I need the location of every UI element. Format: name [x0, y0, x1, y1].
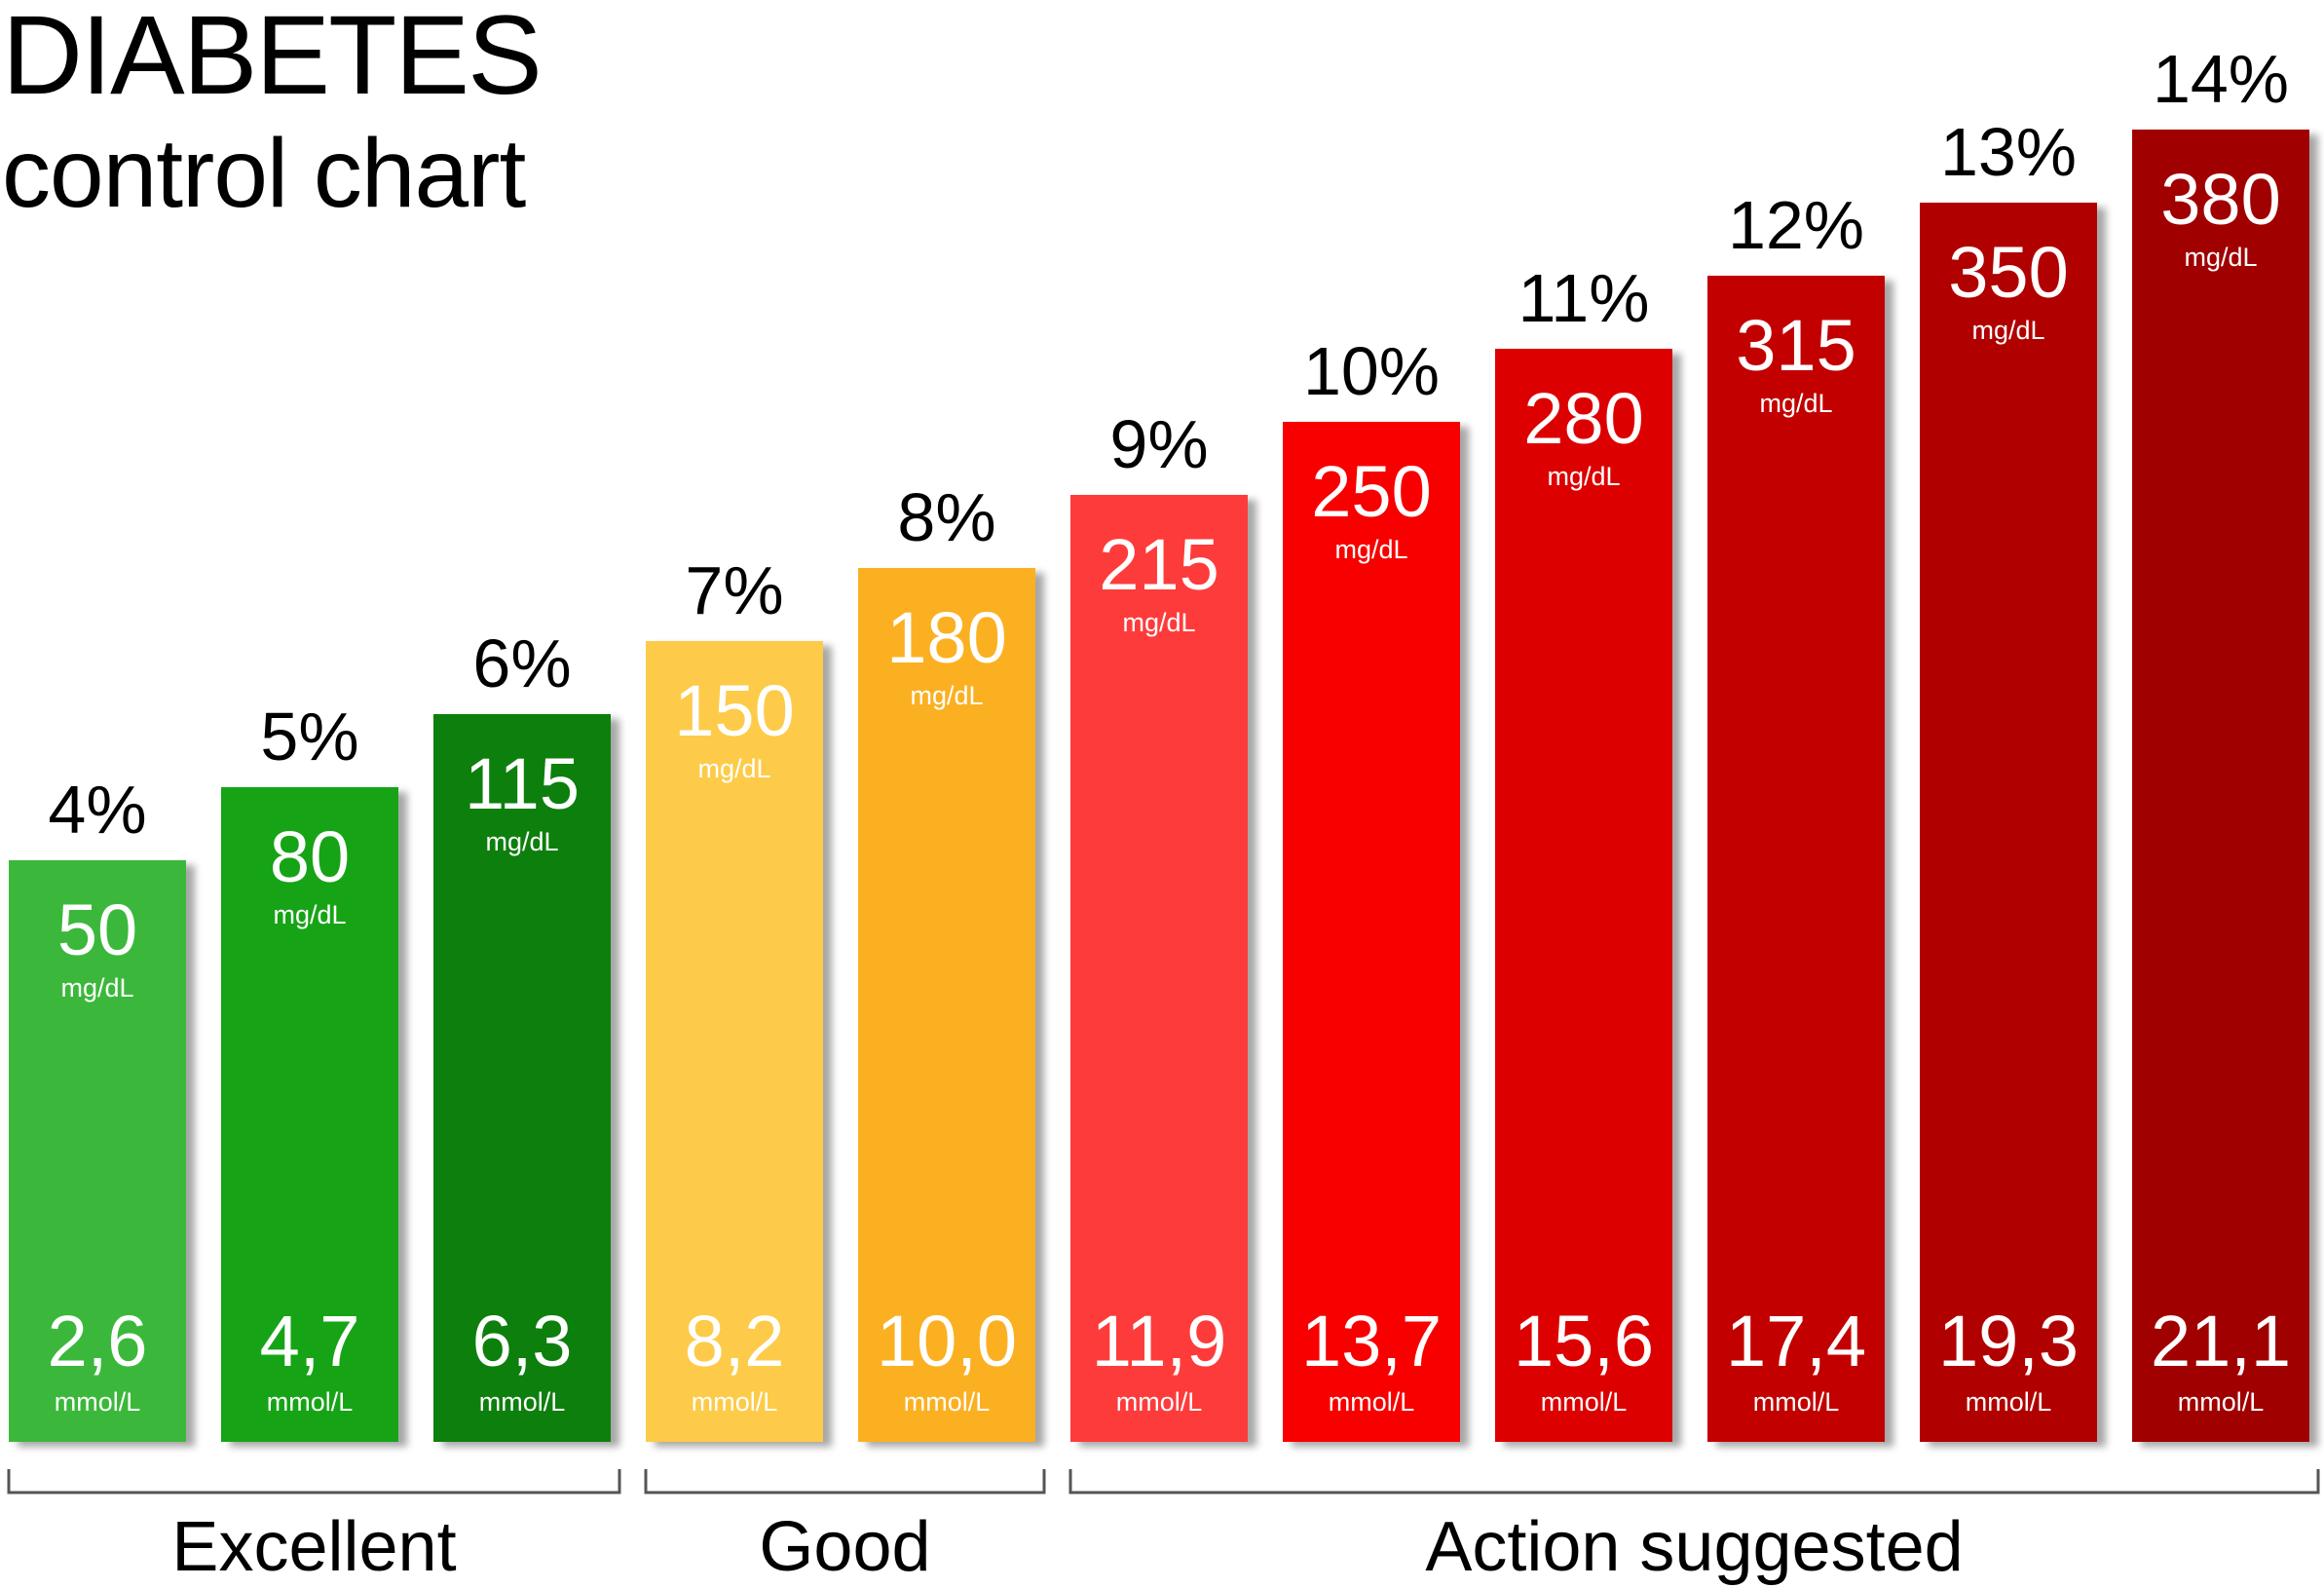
bar-mgdl-unit: mg/dL	[1759, 389, 1832, 418]
bar-10	[2132, 130, 2309, 1442]
bar-percent-label: 9%	[1109, 406, 1208, 482]
bar-5	[1070, 495, 1248, 1442]
bar-mgdl-value: 115	[465, 743, 580, 824]
bar-mgdl-unit: mg/dL	[910, 681, 983, 710]
group-label: Good	[759, 1508, 930, 1586]
bar-mgdl-value: 215	[1099, 524, 1218, 605]
bar-percent-label: 14%	[2153, 41, 2289, 117]
group-label: Action suggested	[1425, 1508, 1963, 1586]
bar-percent-label: 5%	[260, 699, 358, 775]
bar-mgdl-unit: mg/dL	[2184, 243, 2257, 272]
bar-mmol-value: 6,3	[472, 1301, 573, 1381]
bar-mgdl-value: 315	[1736, 305, 1855, 386]
bar-percent-label: 13%	[1940, 114, 2077, 190]
group-bracket	[644, 1469, 1046, 1494]
bar-mmol-value: 4,7	[260, 1301, 360, 1381]
bar-mgdl-unit: mg/dL	[1547, 462, 1620, 491]
bar-mgdl-unit: mg/dL	[273, 900, 346, 929]
group-label: Excellent	[171, 1508, 456, 1586]
bar-percent-label: 6%	[472, 625, 571, 701]
bar-percent-label: 12%	[1728, 187, 1864, 263]
bar-percent-label: 7%	[685, 552, 783, 628]
bar-mmol-unit: mmol/L	[55, 1387, 141, 1417]
bar-7	[1495, 349, 1672, 1442]
chart-title: DIABETES	[2, 0, 543, 118]
bar-mgdl-value: 50	[57, 889, 137, 970]
bar-mgdl-value: 250	[1311, 451, 1431, 532]
bar-mmol-value: 15,6	[1514, 1301, 1654, 1381]
bar-mmol-unit: mmol/L	[479, 1387, 566, 1417]
bar-mgdl-value: 350	[1948, 232, 2068, 313]
bar-mmol-unit: mmol/L	[267, 1387, 354, 1417]
bar-percent-label: 11%	[1518, 260, 1650, 336]
bar-mmol-value: 8,2	[685, 1301, 785, 1381]
bar-mgdl-value: 150	[674, 670, 794, 751]
bar-mgdl-value: 80	[270, 816, 350, 897]
bar-mmol-value: 2,6	[48, 1301, 148, 1381]
bar-8	[1707, 276, 1885, 1442]
bar-mmol-value: 21,1	[2151, 1301, 2291, 1381]
bar-mgdl-unit: mg/dL	[1334, 535, 1407, 564]
bar-mgdl-unit: mg/dL	[1971, 316, 2044, 345]
bar-percent-label: 4%	[48, 772, 146, 848]
bar-mmol-unit: mmol/L	[1966, 1387, 2052, 1417]
bar-mmol-unit: mmol/L	[904, 1387, 991, 1417]
bar-mgdl-value: 380	[2160, 159, 2280, 240]
bar-mmol-unit: mmol/L	[692, 1387, 778, 1417]
bar-mmol-unit: mmol/L	[1753, 1387, 1840, 1417]
bar-mgdl-unit: mg/dL	[60, 973, 133, 1002]
bar-mmol-value: 10,0	[877, 1301, 1017, 1381]
group-bracket	[1068, 1469, 2320, 1494]
bar-mmol-unit: mmol/L	[1116, 1387, 1203, 1417]
bar-mmol-value: 11,9	[1092, 1301, 1227, 1381]
bar-mmol-unit: mmol/L	[2178, 1387, 2265, 1417]
bar-mmol-unit: mmol/L	[1329, 1387, 1415, 1417]
bar-mmol-value: 13,7	[1301, 1301, 1442, 1381]
bar-mgdl-unit: mg/dL	[697, 754, 770, 783]
bar-4	[858, 568, 1035, 1442]
group-bracket	[7, 1469, 621, 1494]
bar-9	[1920, 203, 2097, 1442]
bar-mgdl-value: 280	[1523, 378, 1643, 459]
bar-mgdl-unit: mg/dL	[485, 827, 558, 856]
bar-mgdl-value: 180	[886, 597, 1006, 678]
bar-percent-label: 8%	[897, 479, 995, 555]
bar-mgdl-unit: mg/dL	[1122, 608, 1195, 637]
bar-3	[646, 641, 823, 1442]
bar-mmol-unit: mmol/L	[1541, 1387, 1628, 1417]
bar-mmol-value: 17,4	[1726, 1301, 1866, 1381]
bar-mmol-value: 19,3	[1938, 1301, 2079, 1381]
bar-1	[221, 787, 398, 1442]
chart-subtitle: control chart	[2, 119, 526, 228]
bar-percent-label: 10%	[1303, 333, 1440, 409]
bar-0	[9, 860, 186, 1442]
bar-2	[433, 714, 611, 1442]
bar-6	[1283, 422, 1460, 1442]
